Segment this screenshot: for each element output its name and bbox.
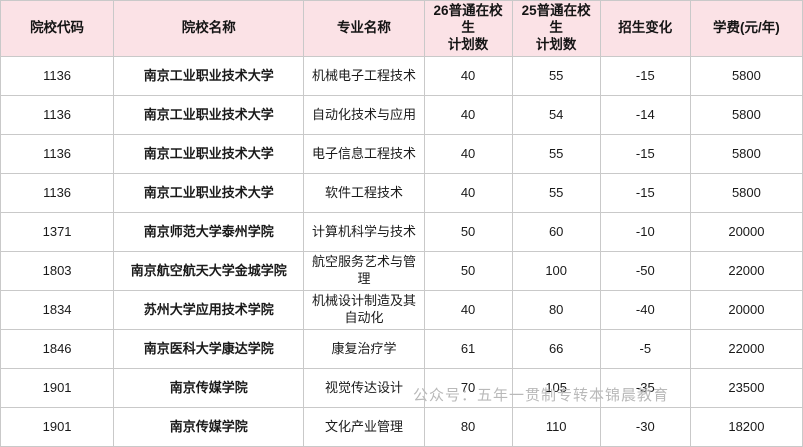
cell-school-name: 苏州大学应用技术学院 (113, 289, 305, 330)
cell-major-name: 软件工程技术 (303, 172, 425, 213)
cell-major-name: 航空服务艺术与管理 (303, 250, 425, 291)
table-row: 1846 南京医科大学康达学院 康复治疗学 61 66 -5 22000 (0, 328, 803, 369)
table-row: 1136 南京工业职业技术大学 电子信息工程技术 40 55 -15 5800 (0, 133, 803, 174)
cell-school-code: 1846 (0, 328, 115, 369)
column-header-plan-26: 26普通在校生 计划数 (423, 0, 513, 57)
cell-plan-25: 54 (511, 94, 601, 135)
cell-school-name: 南京工业职业技术大学 (113, 55, 305, 96)
cell-school-code: 1901 (0, 367, 115, 408)
cell-tuition: 20000 (689, 289, 803, 330)
cell-plan-25: 55 (511, 172, 601, 213)
cell-plan-25: 55 (511, 133, 601, 174)
cell-school-code: 1136 (0, 94, 115, 135)
cell-school-name: 南京工业职业技术大学 (113, 94, 305, 135)
table-row: 1901 南京传媒学院 视觉传达设计 70 105 -35 23500 (0, 367, 803, 408)
cell-school-code: 1834 (0, 289, 115, 330)
cell-plan-25: 100 (511, 250, 601, 291)
table-header-row: 院校代码 院校名称 专业名称 26普通在校生 计划数 25普通在校生 计划数 招… (0, 0, 803, 57)
column-header-plan-25: 25普通在校生 计划数 (511, 0, 601, 57)
cell-plan-26: 50 (423, 250, 513, 291)
table-row: 1136 南京工业职业技术大学 机械电子工程技术 40 55 -15 5800 (0, 55, 803, 96)
cell-change: -14 (599, 94, 691, 135)
cell-tuition: 20000 (689, 211, 803, 252)
cell-plan-25: 110 (511, 406, 601, 447)
column-header-school-code: 院校代码 (0, 0, 115, 57)
table-row: 1803 南京航空航天大学金城学院 航空服务艺术与管理 50 100 -50 2… (0, 250, 803, 291)
cell-change: -15 (599, 172, 691, 213)
cell-major-name: 机械设计制造及其自动化 (303, 289, 425, 330)
cell-school-name: 南京医科大学康达学院 (113, 328, 305, 369)
cell-plan-26: 80 (423, 406, 513, 447)
cell-school-name: 南京传媒学院 (113, 406, 305, 447)
table-row: 1371 南京师范大学泰州学院 计算机科学与技术 50 60 -10 20000 (0, 211, 803, 252)
column-header-major-name: 专业名称 (303, 0, 425, 57)
column-header-plan-26-line1: 26普通在校生 (433, 3, 503, 35)
cell-change: -50 (599, 250, 691, 291)
cell-plan-26: 50 (423, 211, 513, 252)
cell-tuition: 23500 (689, 367, 803, 408)
cell-school-name: 南京传媒学院 (113, 367, 305, 408)
cell-school-code: 1136 (0, 55, 115, 96)
cell-major-name: 视觉传达设计 (303, 367, 425, 408)
cell-change: -35 (599, 367, 691, 408)
cell-plan-26: 40 (423, 55, 513, 96)
cell-major-name: 康复治疗学 (303, 328, 425, 369)
cell-tuition: 22000 (689, 328, 803, 369)
cell-plan-25: 66 (511, 328, 601, 369)
cell-change: -15 (599, 133, 691, 174)
cell-tuition: 5800 (689, 94, 803, 135)
cell-plan-26: 61 (423, 328, 513, 369)
cell-school-code: 1371 (0, 211, 115, 252)
cell-school-code: 1803 (0, 250, 115, 291)
column-header-school-name: 院校名称 (113, 0, 305, 57)
cell-change: -15 (599, 55, 691, 96)
cell-major-name: 自动化技术与应用 (303, 94, 425, 135)
cell-change: -40 (599, 289, 691, 330)
cell-major-name: 机械电子工程技术 (303, 55, 425, 96)
table-row: 1136 南京工业职业技术大学 自动化技术与应用 40 54 -14 5800 (0, 94, 803, 135)
cell-tuition: 5800 (689, 133, 803, 174)
cell-school-code: 1901 (0, 406, 115, 447)
cell-plan-26: 40 (423, 289, 513, 330)
cell-school-code: 1136 (0, 133, 115, 174)
cell-plan-25: 80 (511, 289, 601, 330)
cell-tuition: 18200 (689, 406, 803, 447)
column-header-change: 招生变化 (599, 0, 691, 57)
table-row: 1834 苏州大学应用技术学院 机械设计制造及其自动化 40 80 -40 20… (0, 289, 803, 330)
cell-change: -30 (599, 406, 691, 447)
cell-tuition: 5800 (689, 172, 803, 213)
cell-plan-26: 40 (423, 172, 513, 213)
cell-major-name: 文化产业管理 (303, 406, 425, 447)
cell-plan-25: 55 (511, 55, 601, 96)
cell-school-name: 南京工业职业技术大学 (113, 133, 305, 174)
cell-plan-25: 60 (511, 211, 601, 252)
cell-major-name: 电子信息工程技术 (303, 133, 425, 174)
cell-school-name: 南京航空航天大学金城学院 (113, 250, 305, 291)
cell-plan-25: 105 (511, 367, 601, 408)
cell-plan-26: 40 (423, 133, 513, 174)
cell-plan-26: 70 (423, 367, 513, 408)
column-header-plan-25-line1: 25普通在校生 (521, 3, 591, 35)
table-row: 1136 南京工业职业技术大学 软件工程技术 40 55 -15 5800 (0, 172, 803, 213)
cell-tuition: 22000 (689, 250, 803, 291)
cell-school-name: 南京师范大学泰州学院 (113, 211, 305, 252)
column-header-plan-26-line2: 计划数 (447, 36, 489, 52)
cell-school-code: 1136 (0, 172, 115, 213)
column-header-plan-25-line2: 计划数 (535, 36, 577, 52)
table-row: 1901 南京传媒学院 文化产业管理 80 110 -30 18200 (0, 406, 803, 447)
cell-tuition: 5800 (689, 55, 803, 96)
cell-plan-26: 40 (423, 94, 513, 135)
cell-major-name: 计算机科学与技术 (303, 211, 425, 252)
cell-school-name: 南京工业职业技术大学 (113, 172, 305, 213)
column-header-tuition: 学费(元/年) (689, 0, 803, 57)
cell-change: -10 (599, 211, 691, 252)
cell-change: -5 (599, 328, 691, 369)
